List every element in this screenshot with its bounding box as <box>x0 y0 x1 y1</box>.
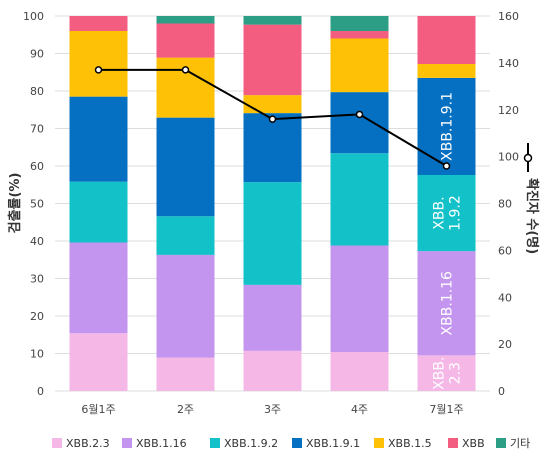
bar-label-3-line2: 2.3 <box>448 362 464 384</box>
legend-swatch-xbb-1-5 <box>374 438 384 448</box>
line-point-2 <box>268 115 277 123</box>
bar-label-0: XBB.1.9.1 <box>440 92 456 161</box>
y-tick-60: 60 <box>30 160 44 173</box>
bar-xbb-2-3-0 <box>69 333 128 391</box>
y-tick-30: 30 <box>30 273 44 286</box>
legend-label-xbb-1-9-2: XBB.1.9.2 <box>224 437 278 450</box>
bar-기타-3 <box>330 16 389 31</box>
line-point-3 <box>355 110 364 119</box>
bar-xbb-2-3-3 <box>330 352 389 391</box>
bar-xbb-1-9-2-1 <box>156 216 215 255</box>
bar-xbb-2-3-1 <box>156 357 215 391</box>
y2-axis-label: 확진자 수(명) <box>524 178 540 254</box>
y2-tick-60: 60 <box>498 244 512 257</box>
bar-label-1: XBB.1.9.2 <box>432 195 464 231</box>
legend-label-기타: 기타 <box>510 437 530 450</box>
y-tick-90: 90 <box>30 48 44 61</box>
legend-swatch-xbb-1-16 <box>122 438 132 448</box>
y-tick-0: 0 <box>37 385 44 398</box>
y-tick-50: 50 <box>30 198 44 211</box>
right-y-tick-labels: 0 20 40 60 80 100 120 140 160 <box>498 10 519 398</box>
legend-swatch-xbb-1-9-2 <box>210 438 220 448</box>
bar-xbb-1 <box>156 23 215 58</box>
y2-tick-120: 120 <box>498 104 519 117</box>
x-tick-labels: 6월1주 2주 3주 4주 7월1주 <box>81 403 463 416</box>
confirmed-cases-line <box>94 66 451 170</box>
bar-xbb-1-9-1-1 <box>156 117 215 217</box>
y2-tick-40: 40 <box>498 291 512 304</box>
legend-label-xbb: XBB <box>462 437 485 450</box>
left-y-tick-labels: 0 10 20 30 40 50 60 70 80 90 100 <box>23 10 44 398</box>
bar-xbb-1-5-3 <box>330 38 389 93</box>
bar-xbb-1-16-1 <box>156 254 215 358</box>
bar-xbb-3 <box>330 31 389 39</box>
bar-label-3-line1: XBB. <box>432 357 448 390</box>
y2-tick-20: 20 <box>498 338 512 351</box>
y2-legend-marker <box>523 153 533 163</box>
bar-label-3: XBB.2.3 <box>432 357 464 390</box>
legend-swatch-xbb-1-9-1 <box>292 438 302 448</box>
bar-xbb-1-9-1-2 <box>243 113 302 183</box>
bar-xbb-1-9-2-2 <box>243 182 302 285</box>
legend-swatch-xbb <box>448 438 458 448</box>
y2-tick-80: 80 <box>498 198 512 211</box>
y-tick-40: 40 <box>30 235 44 248</box>
y-tick-20: 20 <box>30 310 44 323</box>
y2-tick-100: 100 <box>498 151 519 164</box>
bar-xbb-1-16-2 <box>243 284 302 351</box>
x-tick-3: 4주 <box>351 403 368 416</box>
bar-xbb-4 <box>417 16 476 64</box>
line-point-1 <box>181 66 190 74</box>
legend: XBB.2.3 XBB.1.16 XBB.1.9.2 XBB.1.9.1 XBB.1.5… <box>52 437 530 450</box>
legend-label-xbb-1-5: XBB.1.5 <box>388 437 432 450</box>
bar-xbb-1-16-0 <box>69 242 128 334</box>
x-tick-0: 6월1주 <box>81 403 115 416</box>
legend-label-xbb-1-16: XBB.1.16 <box>136 437 187 450</box>
bar-xbb-1-9-2-0 <box>69 181 128 243</box>
y2-tick-0: 0 <box>498 385 505 398</box>
legend-label-xbb-2-3: XBB.2.3 <box>66 437 110 450</box>
bar-xbb-1-9-2-3 <box>330 153 389 246</box>
bar-기타-2 <box>243 16 302 25</box>
y-tick-70: 70 <box>30 123 44 136</box>
bar-xbb-1-9-1-3 <box>330 92 389 154</box>
x-tick-1: 2주 <box>177 403 194 416</box>
line-point-0 <box>94 66 103 74</box>
bars <box>69 16 476 391</box>
bar-xbb-1-5-0 <box>69 31 128 97</box>
bar-xbb-1-16-3 <box>330 245 389 352</box>
bar-xbb-1-5-2 <box>243 95 302 114</box>
y2-tick-140: 140 <box>498 57 519 70</box>
bar-기타-1 <box>156 16 215 24</box>
legend-swatch-기타 <box>496 438 506 448</box>
bar-xbb-2-3-4 <box>417 355 476 391</box>
bar-xbb-0 <box>69 16 128 31</box>
bar-label-2: XBB.1.16 <box>440 271 456 336</box>
bar-xbb-1-5-4 <box>417 64 476 78</box>
line-point-4 <box>442 162 451 170</box>
bar-xbb-2-3-2 <box>243 350 302 391</box>
bar-label-1-line2: 1.9.2 <box>448 195 464 231</box>
y-tick-100: 100 <box>23 10 44 23</box>
bar-label-1-line1: XBB. <box>432 196 448 229</box>
y-tick-10: 10 <box>30 348 44 361</box>
y2-axis-title: 확진자 수(명) <box>523 143 540 254</box>
y2-tick-160: 160 <box>498 10 519 23</box>
x-tick-4: 7월1주 <box>429 403 463 416</box>
bar-xbb-1-16-4 <box>417 251 476 356</box>
bar-xbb-1-9-1-0 <box>69 96 128 182</box>
bar-xbb-1-9-1-4 <box>417 77 476 175</box>
x-tick-2: 3주 <box>264 403 281 416</box>
legend-swatch-xbb-2-3 <box>52 438 62 448</box>
y-tick-80: 80 <box>30 85 44 98</box>
y-axis-label: 검출률(%) <box>7 173 23 234</box>
legend-label-xbb-1-9-1: XBB.1.9.1 <box>306 437 360 450</box>
bar-xbb-1-9-2-4 <box>417 175 476 252</box>
bar-xbb-2 <box>243 24 302 96</box>
